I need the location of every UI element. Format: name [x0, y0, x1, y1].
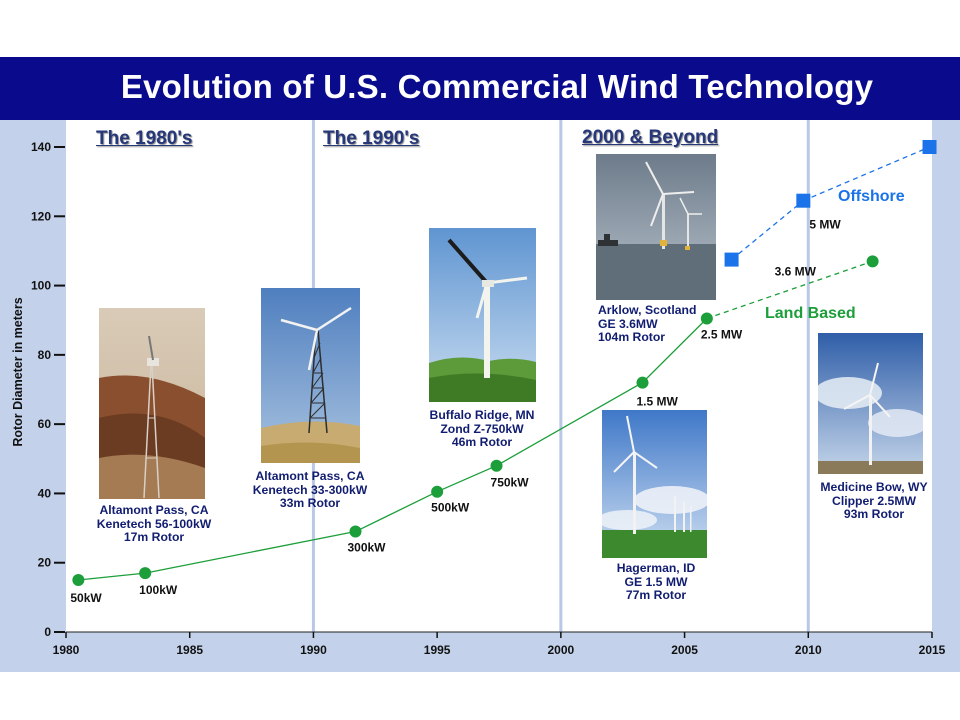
chart-frame: 0 20 40 60 80 100 120 140 1980 1985 1990 1995 2000 20… [0, 120, 960, 672]
x-tick-label: 1980 [53, 643, 80, 657]
data-point-land [139, 567, 152, 580]
caption-altamont-lattice: Altamont Pass, CA Kenetech 33-300kW 33m … [252, 469, 368, 510]
turbine-photo-icon [99, 308, 205, 499]
y-tick-label: 80 [38, 348, 52, 362]
caption-buffalo-ridge: Buffalo Ridge, MN Zond Z-750kW 46m Rotor [429, 408, 535, 449]
series-line-segment [803, 146, 930, 202]
x-tick-label: 1990 [300, 643, 327, 657]
x-tick-label: 2000 [548, 643, 575, 657]
turbine-photo-icon [429, 228, 536, 402]
y-axis-title: Rotor Diameter in meters [11, 297, 25, 446]
series-line-segment [355, 491, 438, 533]
data-point-land [431, 485, 444, 498]
data-point-land [866, 255, 879, 268]
series-label-land-based: Land Based [765, 305, 856, 322]
turbine-photo-icon [818, 333, 923, 474]
series-line-segment [642, 318, 708, 384]
y-tick-label: 100 [31, 279, 51, 293]
y-tick-label: 20 [38, 556, 52, 570]
y-tick-label: 0 [44, 625, 51, 639]
caption-hagerman: Hagerman, ID GE 1.5 MW 77m Rotor [616, 561, 696, 602]
series-line-segment [78, 572, 146, 581]
series-line-segment [145, 530, 356, 574]
data-point-land [636, 376, 649, 389]
data-point-land [349, 525, 362, 538]
photo-medicine-bow [818, 333, 923, 474]
photo-hagerman [602, 410, 707, 558]
x-tick-label: 2010 [795, 643, 822, 657]
series-line-segment [731, 200, 804, 261]
photo-arklow [596, 154, 716, 300]
series-line-segment [706, 260, 873, 320]
turbine-photo-icon [261, 288, 360, 463]
data-point-label: 500kW [431, 501, 470, 515]
data-point-offshore [724, 252, 739, 267]
data-point-land [490, 459, 503, 472]
data-point-label: 2.5 MW [701, 327, 743, 341]
era-label-1980s: The 1980's [96, 128, 193, 149]
turbine-photo-icon [602, 410, 707, 558]
x-tick-label: 2015 [919, 643, 946, 657]
era-label-2000s: 2000 & Beyond [582, 127, 719, 148]
photo-altamont-lattice [261, 288, 360, 463]
data-point-label: 5 MW [809, 218, 841, 232]
y-tick-label: 140 [31, 140, 51, 154]
data-point-label: 100kW [139, 583, 178, 597]
photo-altamont-1980s [99, 308, 205, 499]
photo-buffalo-ridge [429, 228, 536, 402]
caption-medicine-bow: Medicine Bow, WY Clipper 2.5MW 93m Rotor [820, 480, 928, 521]
data-point-land [700, 312, 713, 325]
data-point-label: 3.6 MW [775, 264, 817, 278]
x-tick-label: 2005 [671, 643, 698, 657]
data-point-land [72, 574, 85, 587]
series-line-segment [436, 465, 497, 493]
series-line-segment [496, 382, 643, 467]
data-point-label: 50kW [70, 591, 102, 605]
title-banner [0, 57, 960, 120]
era-label-1990s: The 1990's [323, 128, 420, 149]
y-tick-label: 40 [38, 486, 52, 500]
series-label-offshore: Offshore [838, 188, 905, 205]
x-tick-label: 1995 [424, 643, 451, 657]
caption-altamont-1980s: Altamont Pass, CA Kenetech 56-100kW 17m … [96, 503, 212, 544]
x-tick-label: 1985 [176, 643, 203, 657]
page-title: Evolution of U.S. Commercial Wind Techno… [120, 68, 874, 105]
y-tick-label: 60 [38, 417, 52, 431]
y-tick-label: 120 [31, 209, 51, 223]
caption-arklow: Arklow, Scotland GE 3.6MW 104m Rotor [598, 303, 697, 344]
data-point-offshore [922, 140, 937, 154]
data-point-offshore [796, 193, 811, 208]
data-point-label: 1.5 MW [637, 395, 679, 409]
data-point-label: 750kW [491, 476, 530, 490]
turbine-photo-icon [596, 154, 716, 300]
data-point-label: 300kW [347, 541, 386, 555]
